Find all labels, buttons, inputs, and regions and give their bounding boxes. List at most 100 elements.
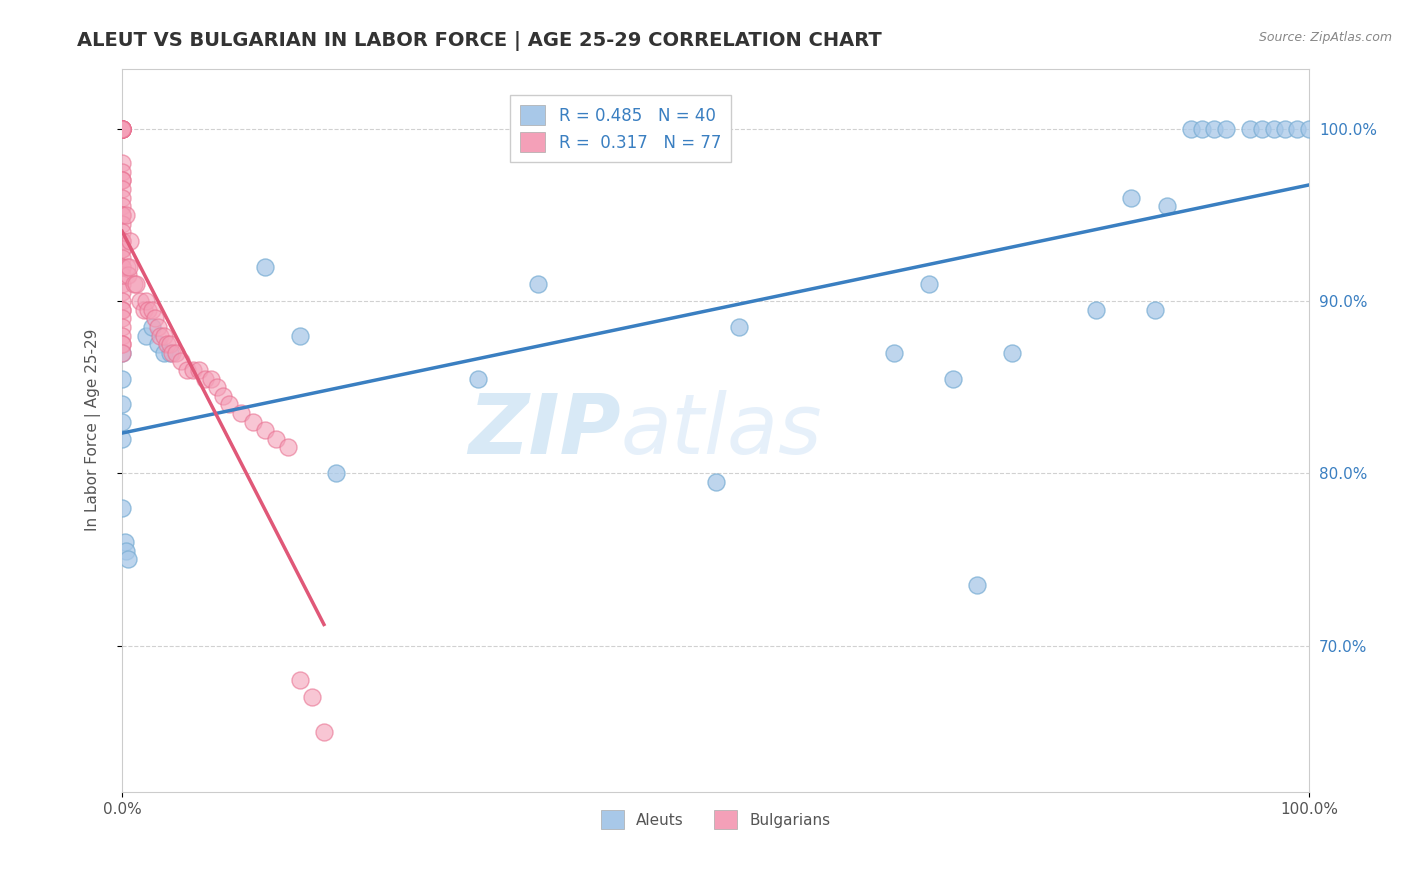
Point bbox=[117, 268, 139, 283]
Point bbox=[152, 345, 174, 359]
Point bbox=[114, 208, 136, 222]
Point bbox=[111, 121, 134, 136]
Point bbox=[212, 389, 235, 403]
Point bbox=[111, 121, 134, 136]
Point bbox=[111, 311, 134, 326]
Point bbox=[290, 328, 312, 343]
Point bbox=[1274, 121, 1296, 136]
Point bbox=[111, 121, 134, 136]
Point bbox=[526, 277, 548, 291]
Point bbox=[111, 302, 134, 317]
Point bbox=[111, 234, 134, 248]
Text: ALEUT VS BULGARIAN IN LABOR FORCE | AGE 25-29 CORRELATION CHART: ALEUT VS BULGARIAN IN LABOR FORCE | AGE … bbox=[77, 31, 882, 51]
Point bbox=[111, 121, 134, 136]
Point bbox=[118, 260, 141, 274]
Point bbox=[120, 234, 142, 248]
Point bbox=[125, 277, 148, 291]
Point bbox=[1143, 302, 1166, 317]
Point bbox=[205, 380, 228, 394]
Point bbox=[253, 423, 276, 437]
Point bbox=[111, 371, 134, 385]
Point bbox=[135, 328, 157, 343]
Point bbox=[136, 302, 159, 317]
Point bbox=[111, 260, 134, 274]
Point bbox=[152, 328, 174, 343]
Point bbox=[111, 302, 134, 317]
Point bbox=[1121, 191, 1143, 205]
Text: atlas: atlas bbox=[620, 390, 823, 471]
Point bbox=[111, 199, 134, 213]
Point bbox=[1286, 121, 1309, 136]
Point bbox=[146, 319, 169, 334]
Point bbox=[111, 500, 134, 515]
Point bbox=[728, 319, 751, 334]
Point bbox=[111, 328, 134, 343]
Point bbox=[111, 397, 134, 411]
Point bbox=[111, 243, 134, 257]
Point bbox=[141, 319, 163, 334]
Point bbox=[111, 121, 134, 136]
Point bbox=[111, 277, 134, 291]
Point bbox=[242, 415, 264, 429]
Point bbox=[176, 363, 198, 377]
Point bbox=[111, 319, 134, 334]
Point bbox=[1084, 302, 1107, 317]
Point bbox=[114, 544, 136, 558]
Point bbox=[111, 345, 134, 359]
Point bbox=[132, 302, 155, 317]
Point bbox=[188, 363, 211, 377]
Point bbox=[290, 673, 312, 687]
Point bbox=[1250, 121, 1272, 136]
Point bbox=[253, 260, 276, 274]
Point bbox=[1298, 121, 1320, 136]
Point bbox=[301, 690, 323, 705]
Point bbox=[111, 156, 134, 170]
Point bbox=[111, 121, 134, 136]
Point bbox=[111, 294, 134, 309]
Point bbox=[1191, 121, 1213, 136]
Point bbox=[1156, 199, 1178, 213]
Point bbox=[111, 217, 134, 231]
Point bbox=[111, 191, 134, 205]
Point bbox=[111, 251, 134, 265]
Point bbox=[194, 371, 217, 385]
Point bbox=[1180, 121, 1202, 136]
Point bbox=[966, 578, 988, 592]
Point bbox=[111, 208, 134, 222]
Point bbox=[111, 121, 134, 136]
Point bbox=[111, 234, 134, 248]
Point bbox=[111, 285, 134, 300]
Point bbox=[111, 173, 134, 187]
Point bbox=[200, 371, 222, 385]
Point bbox=[883, 345, 905, 359]
Point bbox=[129, 294, 152, 309]
Legend: Aleuts, Bulgarians: Aleuts, Bulgarians bbox=[595, 804, 837, 835]
Point bbox=[111, 208, 134, 222]
Point bbox=[156, 337, 179, 351]
Point bbox=[170, 354, 193, 368]
Point bbox=[704, 475, 727, 489]
Point bbox=[266, 432, 288, 446]
Point bbox=[111, 182, 134, 196]
Point bbox=[277, 441, 299, 455]
Text: ZIP: ZIP bbox=[468, 390, 620, 471]
Point bbox=[145, 311, 167, 326]
Point bbox=[122, 277, 145, 291]
Point bbox=[942, 371, 965, 385]
Point bbox=[1001, 345, 1024, 359]
Point bbox=[111, 432, 134, 446]
Y-axis label: In Labor Force | Age 25-29: In Labor Force | Age 25-29 bbox=[86, 329, 101, 532]
Point bbox=[111, 121, 134, 136]
Point bbox=[165, 345, 187, 359]
Point bbox=[135, 294, 157, 309]
Point bbox=[111, 225, 134, 239]
Point bbox=[111, 121, 134, 136]
Point bbox=[229, 406, 252, 420]
Point bbox=[111, 165, 134, 179]
Point bbox=[159, 345, 181, 359]
Point bbox=[160, 345, 183, 359]
Point bbox=[117, 552, 139, 566]
Point bbox=[1263, 121, 1285, 136]
Point bbox=[111, 121, 134, 136]
Point bbox=[918, 277, 941, 291]
